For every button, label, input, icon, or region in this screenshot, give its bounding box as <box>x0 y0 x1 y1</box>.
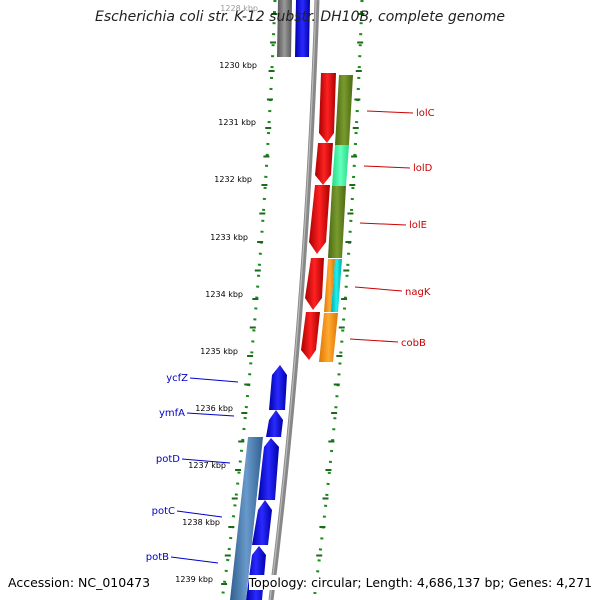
gene-label-lolD: lolD <box>413 163 433 174</box>
ruler-label-1238: 1238 kbp <box>182 518 220 527</box>
gene-label-potB: potB <box>146 552 169 563</box>
gene-label-lolC: lolC <box>416 108 435 119</box>
ruler-label-1235: 1235 kbp <box>200 347 238 356</box>
ruler-label-1236: 1236 kbp <box>195 404 233 413</box>
leader-nagK <box>354 286 403 292</box>
feature-nagK-a <box>324 259 335 312</box>
cds-potD <box>258 438 279 500</box>
leader-lolD <box>363 165 411 169</box>
map-title: Escherichia coli str. K-12 substr. DH10B… <box>94 9 506 25</box>
cds-lolD <box>315 143 333 185</box>
leader-lolE <box>359 222 407 226</box>
cds-ycfZ <box>269 365 287 410</box>
ruler-label-1233: 1233 kbp <box>210 233 248 242</box>
ruler-label-1230: 1230 kbp <box>219 61 257 70</box>
accession-text: Accession: NC_010473 <box>8 575 151 590</box>
ruler-label-1232: 1232 kbp <box>214 175 252 184</box>
genome-summary-text: Topology: circular; Length: 4,686,137 bp… <box>248 575 592 590</box>
cds-lolC <box>319 73 336 143</box>
leader-cobB <box>349 338 399 343</box>
leader-potD <box>181 458 231 464</box>
cds-cobB <box>301 312 320 360</box>
leader-ymfA <box>186 412 235 417</box>
gene-label-cobB: cobB <box>401 338 426 349</box>
cds-lolE <box>309 185 330 254</box>
ruler-ticks <box>221 13 365 585</box>
cds-nagK <box>305 258 324 310</box>
gene-label-potC: potC <box>152 506 175 517</box>
gene-label-nagK: nagK <box>405 287 431 298</box>
gene-label-lolE: lolE <box>409 220 427 231</box>
leader-ycfZ <box>189 377 239 383</box>
cds-potC <box>252 500 272 545</box>
ruler-label-1234: 1234 kbp <box>205 290 243 299</box>
leader-potC <box>176 510 223 518</box>
ruler-label-1231: 1231 kbp <box>218 118 256 127</box>
feature-lolC <box>335 75 353 145</box>
cds-top-reverse <box>295 0 310 57</box>
genome-backbone <box>268 0 320 600</box>
gene-label-potD: potD <box>156 454 180 465</box>
ruler-label-1237: 1237 kbp <box>188 461 226 470</box>
leader-lolC <box>366 110 414 114</box>
feature-nagK-b <box>331 259 342 312</box>
feature-pot-operon <box>230 437 263 600</box>
feature-lolE <box>328 186 346 258</box>
feature-cobB <box>319 313 338 362</box>
gene-label-ycfZ: ycfZ <box>166 373 188 384</box>
cds-ymfA <box>266 410 283 437</box>
feature-lolD <box>332 145 349 186</box>
gene-label-ymfA: ymfA <box>159 408 185 419</box>
ruler-label-1239: 1239 kbp <box>175 575 213 584</box>
gray-feature-top <box>277 0 292 57</box>
genome-backbone-highlight <box>269 0 317 600</box>
ruler-label-1228: 1228 kbp <box>220 4 258 13</box>
leader-potB <box>170 556 219 564</box>
